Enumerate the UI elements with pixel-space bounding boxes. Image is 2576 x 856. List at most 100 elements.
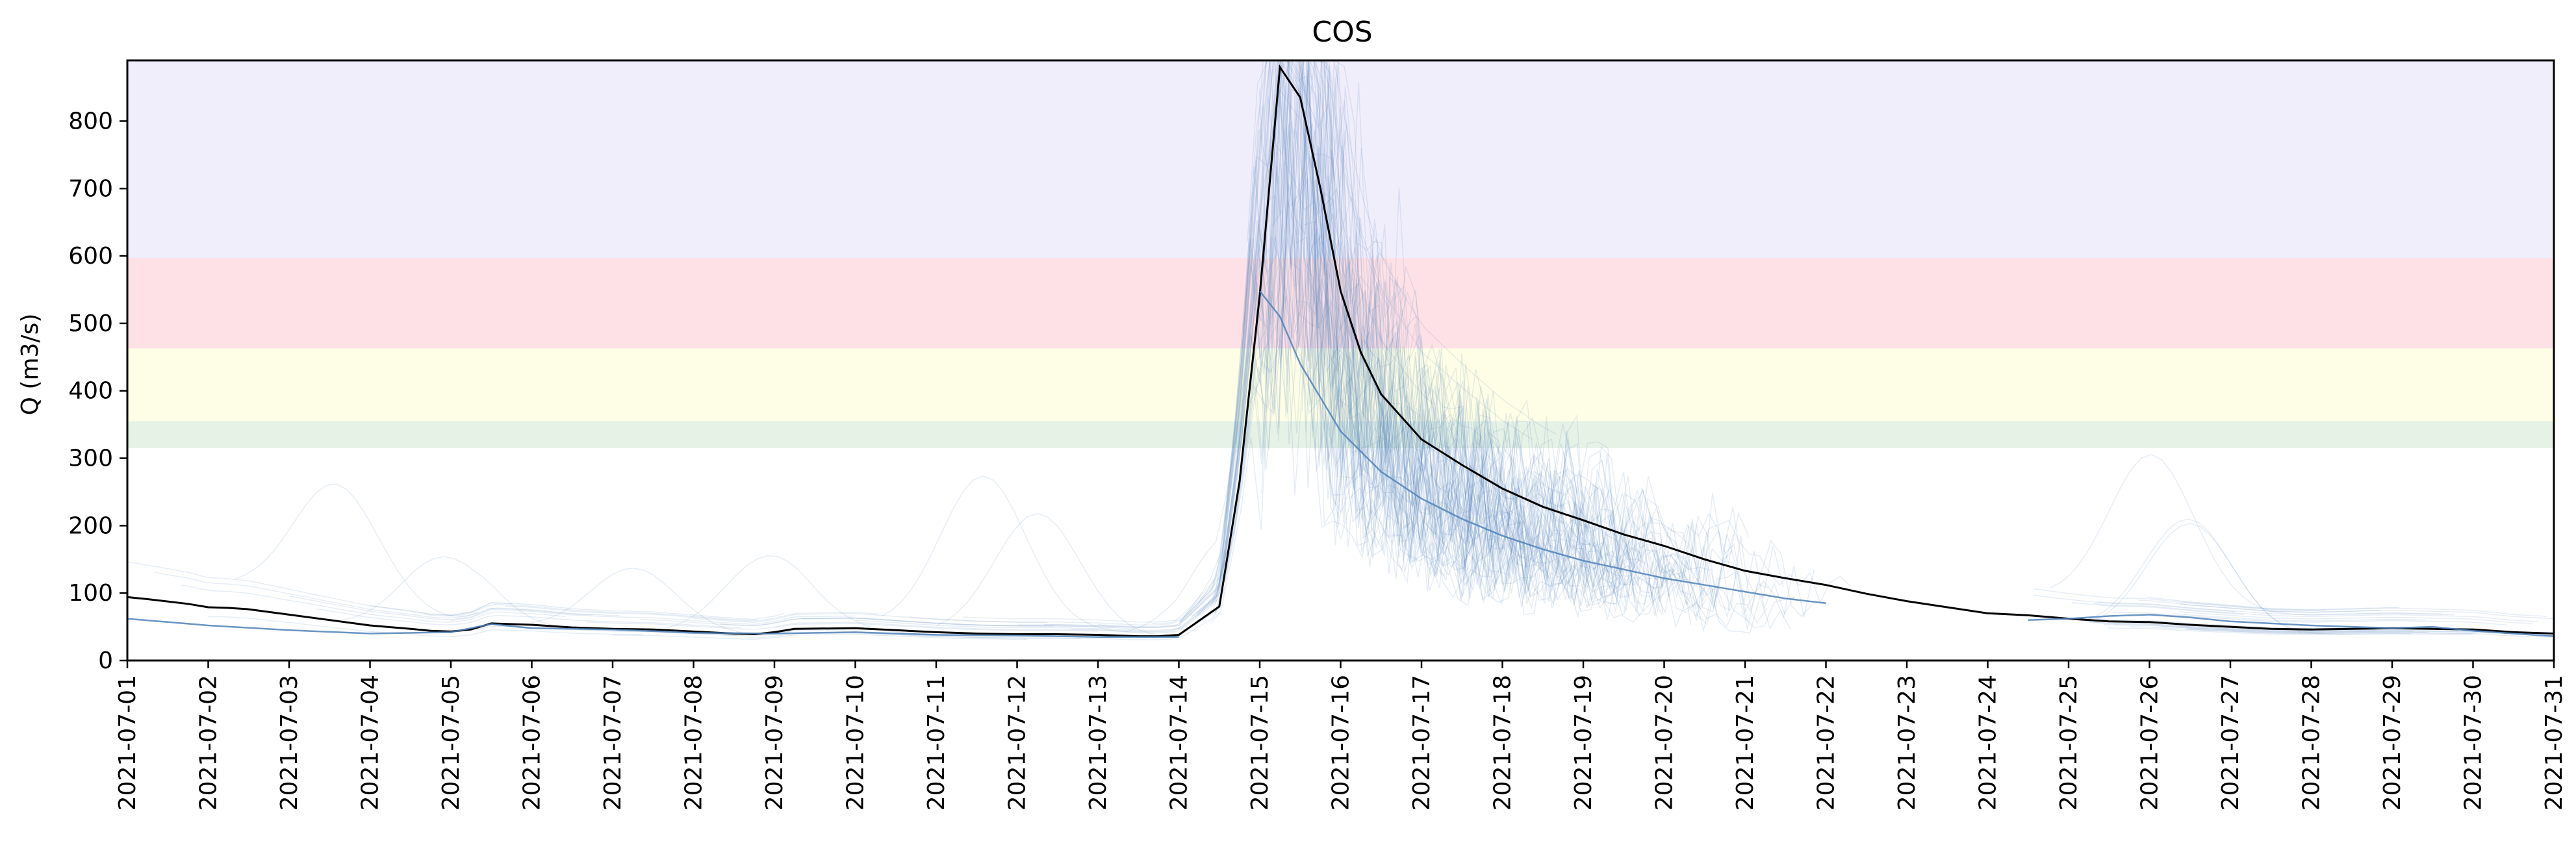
- y-tick-label: 0: [98, 648, 113, 674]
- x-tick-label: 2021-07-29: [2379, 675, 2406, 811]
- ensemble-member-line: [2147, 597, 2400, 611]
- x-tick-label: 2021-07-07: [600, 675, 626, 811]
- ensemble-member-line: [1295, 77, 1631, 599]
- ensemble-member-line: [1223, 60, 1639, 573]
- x-tick-label: 2021-07-04: [357, 675, 384, 811]
- ensemble-member-line: [2103, 623, 2478, 633]
- ensemble-member-line: [1279, 60, 1544, 552]
- ensemble-member-line: [639, 617, 1054, 627]
- ensemble-member-line: [1219, 60, 1594, 574]
- ensemble-member-line: [1312, 241, 1768, 630]
- x-tick-label: 2021-07-11: [923, 675, 950, 811]
- ensemble-member-line: [1316, 60, 1691, 575]
- ensemble-member-line: [208, 616, 643, 637]
- y-tick-label: 500: [68, 310, 113, 337]
- ensemble-member-line: [828, 401, 1254, 640]
- ensemble-member-line: [1225, 171, 1692, 625]
- ensemble-member-line: [1258, 60, 1644, 575]
- ensemble-member-line: [235, 483, 620, 617]
- ensemble-member-line: [1236, 60, 1733, 602]
- threshold-bands: [127, 60, 2554, 448]
- x-tick-label: 2021-07-19: [1570, 675, 1597, 811]
- x-tick-label: 2021-07-31: [2541, 675, 2568, 811]
- ensemble-member-line: [1323, 61, 1750, 586]
- ensemble-member-line: [2180, 603, 2555, 620]
- ensemble-member-line: [2078, 621, 2534, 635]
- ensemble-member-line: [288, 595, 593, 620]
- ensemble-member-line: [1179, 60, 1514, 623]
- x-tick-label: 2021-07-18: [1490, 675, 1516, 811]
- ensemble-member-line: [1248, 175, 1664, 623]
- ensemble-member-line: [1280, 163, 1524, 599]
- ensemble-member-line: [801, 617, 1136, 629]
- x-tick-label: 2021-07-06: [519, 675, 546, 811]
- ensemble-member-line: [2087, 518, 2472, 636]
- ensemble-member-line: [1303, 108, 1618, 597]
- ensemble-member-line: [2093, 603, 2538, 622]
- x-tick-label: 2021-07-22: [1813, 675, 1840, 811]
- x-tick-label: 2021-07-16: [1328, 675, 1355, 811]
- ensemble-member-line: [693, 612, 1048, 623]
- ensemble-member-line: [1071, 60, 1436, 632]
- ensemble-member-line: [450, 609, 856, 625]
- ensemble-member-line: [1257, 60, 1815, 619]
- x-tick-label: 2021-07-08: [681, 675, 708, 811]
- series-lines: [127, 64, 2555, 638]
- ensemble-member-line: [1179, 60, 1504, 623]
- ensemble-member-line: [2113, 612, 2508, 626]
- ensemble-member-line: [1044, 60, 1388, 628]
- x-tick-label: 2021-07-30: [2460, 675, 2487, 811]
- ensemble-member-line: [882, 475, 1227, 634]
- ensemble-member-line: [2084, 618, 2378, 629]
- x-tick-label: 2021-07-17: [1409, 675, 1435, 811]
- ensemble-member-line: [666, 555, 960, 636]
- ensemble-member-line: [1305, 60, 1812, 618]
- y-tick-label: 300: [68, 446, 113, 472]
- ensemble-member-line: [1236, 60, 1612, 603]
- ensemble-member-line: [1298, 60, 1795, 616]
- x-tick-label: 2021-07-01: [114, 675, 141, 811]
- ensemble-member-line: [531, 567, 845, 635]
- ensemble-member-line: [1179, 60, 1616, 623]
- ensemble-member-line: [2108, 627, 2412, 636]
- ensemble-member-line: [1247, 60, 1784, 599]
- ensemble-member-line: [1301, 62, 1738, 604]
- ensemble-member-line: [154, 572, 478, 619]
- ensemble-member-line: [2089, 523, 2302, 633]
- ensemble-member-line: [1214, 136, 1640, 616]
- x-tick-label: 2021-07-28: [2299, 675, 2325, 811]
- ensemble-member-line: [2113, 623, 2498, 634]
- ensemble-member-line: [1224, 179, 1498, 577]
- y-tick-label: 700: [68, 175, 113, 202]
- x-tick-label: 2021-07-21: [1732, 675, 1759, 811]
- ensemble-member-line: [1250, 58, 1555, 600]
- ensemble-member-line: [585, 622, 991, 630]
- forecast-line-1: [1259, 290, 1826, 605]
- forecast-line-3: [2028, 614, 2555, 637]
- ensemble-member-line: [1192, 60, 1658, 617]
- ensemble-member-line: [1271, 208, 1718, 607]
- ensemble-member-line: [1233, 160, 1548, 604]
- ensemble-member-line: [2033, 588, 2327, 611]
- ensemble-member-line: [1254, 280, 1791, 634]
- x-tick-label: 2021-07-10: [843, 675, 869, 811]
- ensemble-member-line: [1317, 302, 1622, 612]
- ensemble-member-line: [1197, 60, 1624, 613]
- ensemble-member-line: [1221, 60, 1616, 604]
- ensemble-member-line: [2050, 453, 2455, 616]
- ensemble-member-line: [1298, 357, 1795, 631]
- y-tick-label: 200: [68, 512, 113, 539]
- x-tick-label: 2021-07-05: [438, 675, 465, 811]
- ensemble-member-line: [1261, 224, 1717, 620]
- ensemble-member-line: [127, 561, 512, 616]
- ensemble-member-line: [1307, 70, 1663, 597]
- x-tick-label: 2021-07-12: [1004, 675, 1031, 811]
- x-tick-label: 2021-07-09: [761, 675, 788, 811]
- x-tick-label: 2021-07-15: [1247, 675, 1273, 811]
- ensemble-member-line: [2033, 594, 2236, 612]
- ensemble-member-line: [2098, 601, 2442, 616]
- x-tick-label: 2021-07-13: [1085, 675, 1112, 811]
- y-tick-label: 600: [68, 243, 113, 270]
- x-tick-label: 2021-07-20: [1651, 675, 1678, 811]
